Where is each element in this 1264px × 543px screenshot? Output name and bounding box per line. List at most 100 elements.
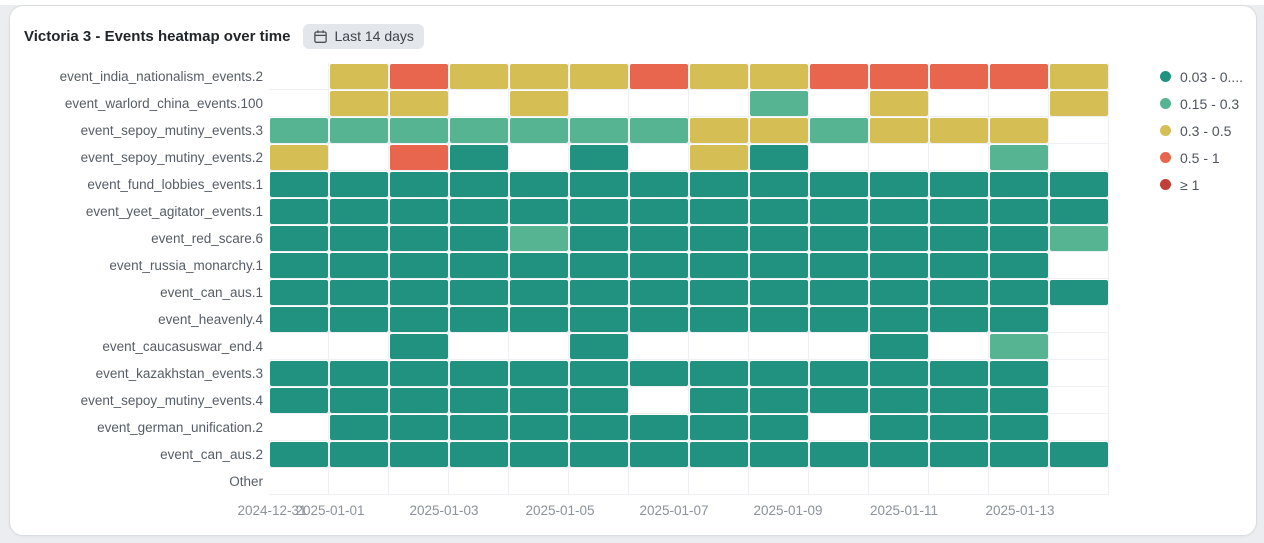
- heatmap-cell[interactable]: [390, 199, 448, 224]
- heatmap-cell[interactable]: [690, 145, 748, 170]
- heatmap-cell[interactable]: [930, 172, 988, 197]
- heatmap-cell[interactable]: [630, 226, 688, 251]
- heatmap-cell[interactable]: [870, 280, 928, 305]
- heatmap-cell[interactable]: [990, 199, 1048, 224]
- heatmap-cell[interactable]: [450, 64, 508, 89]
- heatmap-cell[interactable]: [990, 280, 1048, 305]
- heatmap-cell[interactable]: [390, 334, 448, 359]
- heatmap-cell[interactable]: [990, 64, 1048, 89]
- heatmap-cell[interactable]: [810, 172, 868, 197]
- heatmap-cell[interactable]: [630, 118, 688, 143]
- heatmap-cell[interactable]: [870, 388, 928, 413]
- heatmap-cell[interactable]: [810, 388, 868, 413]
- heatmap-cell[interactable]: [930, 280, 988, 305]
- heatmap-cell[interactable]: [690, 64, 748, 89]
- heatmap-cell[interactable]: [330, 64, 388, 89]
- legend-item[interactable]: 0.3 - 0.5: [1160, 117, 1243, 144]
- heatmap-cell[interactable]: [570, 172, 628, 197]
- heatmap-cell[interactable]: [570, 388, 628, 413]
- heatmap-cell[interactable]: [990, 226, 1048, 251]
- heatmap-cell[interactable]: [390, 172, 448, 197]
- heatmap-cell[interactable]: [630, 361, 688, 386]
- heatmap-cell[interactable]: [810, 442, 868, 467]
- heatmap-cell[interactable]: [330, 442, 388, 467]
- legend-item[interactable]: 0.15 - 0.3: [1160, 90, 1243, 117]
- heatmap-cell[interactable]: [570, 64, 628, 89]
- heatmap-cell[interactable]: [870, 172, 928, 197]
- heatmap-cell[interactable]: [930, 442, 988, 467]
- heatmap-cell[interactable]: [630, 280, 688, 305]
- heatmap-cell[interactable]: [990, 253, 1048, 278]
- heatmap-cell[interactable]: [870, 91, 928, 116]
- heatmap-cell[interactable]: [930, 307, 988, 332]
- heatmap-cell[interactable]: [390, 118, 448, 143]
- heatmap-cell[interactable]: [810, 361, 868, 386]
- heatmap-cell[interactable]: [990, 334, 1048, 359]
- heatmap-cell[interactable]: [630, 415, 688, 440]
- heatmap-cell[interactable]: [570, 361, 628, 386]
- heatmap-cell[interactable]: [510, 172, 568, 197]
- heatmap-cell[interactable]: [750, 172, 808, 197]
- heatmap-cell[interactable]: [870, 253, 928, 278]
- heatmap-cell[interactable]: [570, 280, 628, 305]
- heatmap-cell[interactable]: [510, 226, 568, 251]
- heatmap-cell[interactable]: [390, 253, 448, 278]
- heatmap-cell[interactable]: [930, 253, 988, 278]
- heatmap-cell[interactable]: [510, 361, 568, 386]
- heatmap-cell[interactable]: [510, 280, 568, 305]
- heatmap-cell[interactable]: [690, 415, 748, 440]
- heatmap-cell[interactable]: [570, 253, 628, 278]
- heatmap-cell[interactable]: [390, 91, 448, 116]
- heatmap-cell[interactable]: [690, 118, 748, 143]
- heatmap-cell[interactable]: [270, 253, 328, 278]
- heatmap-cell[interactable]: [330, 253, 388, 278]
- heatmap-cell[interactable]: [270, 280, 328, 305]
- heatmap-cell[interactable]: [870, 118, 928, 143]
- heatmap-cell[interactable]: [510, 388, 568, 413]
- heatmap-cell[interactable]: [690, 199, 748, 224]
- heatmap-cell[interactable]: [810, 280, 868, 305]
- heatmap-cell[interactable]: [750, 64, 808, 89]
- heatmap-cell[interactable]: [1050, 172, 1108, 197]
- heatmap-cell[interactable]: [990, 145, 1048, 170]
- heatmap-cell[interactable]: [510, 442, 568, 467]
- heatmap-cell[interactable]: [690, 253, 748, 278]
- heatmap-cell[interactable]: [690, 361, 748, 386]
- heatmap-cell[interactable]: [390, 145, 448, 170]
- heatmap-cell[interactable]: [270, 145, 328, 170]
- heatmap-cell[interactable]: [330, 172, 388, 197]
- heatmap-cell[interactable]: [930, 361, 988, 386]
- heatmap-cell[interactable]: [870, 361, 928, 386]
- legend-item[interactable]: 0.03 - 0....: [1160, 63, 1243, 90]
- legend-item[interactable]: ≥ 1: [1160, 171, 1243, 198]
- heatmap-cell[interactable]: [570, 415, 628, 440]
- heatmap-cell[interactable]: [390, 226, 448, 251]
- heatmap-cell[interactable]: [1050, 199, 1108, 224]
- heatmap-cell[interactable]: [450, 172, 508, 197]
- heatmap-cell[interactable]: [1050, 442, 1108, 467]
- heatmap-cell[interactable]: [510, 415, 568, 440]
- heatmap-cell[interactable]: [510, 199, 568, 224]
- heatmap-cell[interactable]: [810, 253, 868, 278]
- heatmap-cell[interactable]: [930, 199, 988, 224]
- heatmap-cell[interactable]: [750, 199, 808, 224]
- heatmap-cell[interactable]: [690, 172, 748, 197]
- legend-item[interactable]: 0.5 - 1: [1160, 144, 1243, 171]
- heatmap-cell[interactable]: [750, 91, 808, 116]
- heatmap-cell[interactable]: [390, 307, 448, 332]
- heatmap-cell[interactable]: [1050, 64, 1108, 89]
- heatmap-cell[interactable]: [750, 118, 808, 143]
- heatmap-cell[interactable]: [270, 118, 328, 143]
- heatmap-cell[interactable]: [990, 415, 1048, 440]
- heatmap-cell[interactable]: [930, 415, 988, 440]
- heatmap-cell[interactable]: [750, 253, 808, 278]
- heatmap-cell[interactable]: [870, 307, 928, 332]
- heatmap-cell[interactable]: [570, 442, 628, 467]
- heatmap-cell[interactable]: [930, 226, 988, 251]
- heatmap-cell[interactable]: [630, 442, 688, 467]
- heatmap-cell[interactable]: [330, 361, 388, 386]
- heatmap-cell[interactable]: [570, 199, 628, 224]
- heatmap-cell[interactable]: [750, 307, 808, 332]
- heatmap-cell[interactable]: [630, 199, 688, 224]
- heatmap-cell[interactable]: [450, 145, 508, 170]
